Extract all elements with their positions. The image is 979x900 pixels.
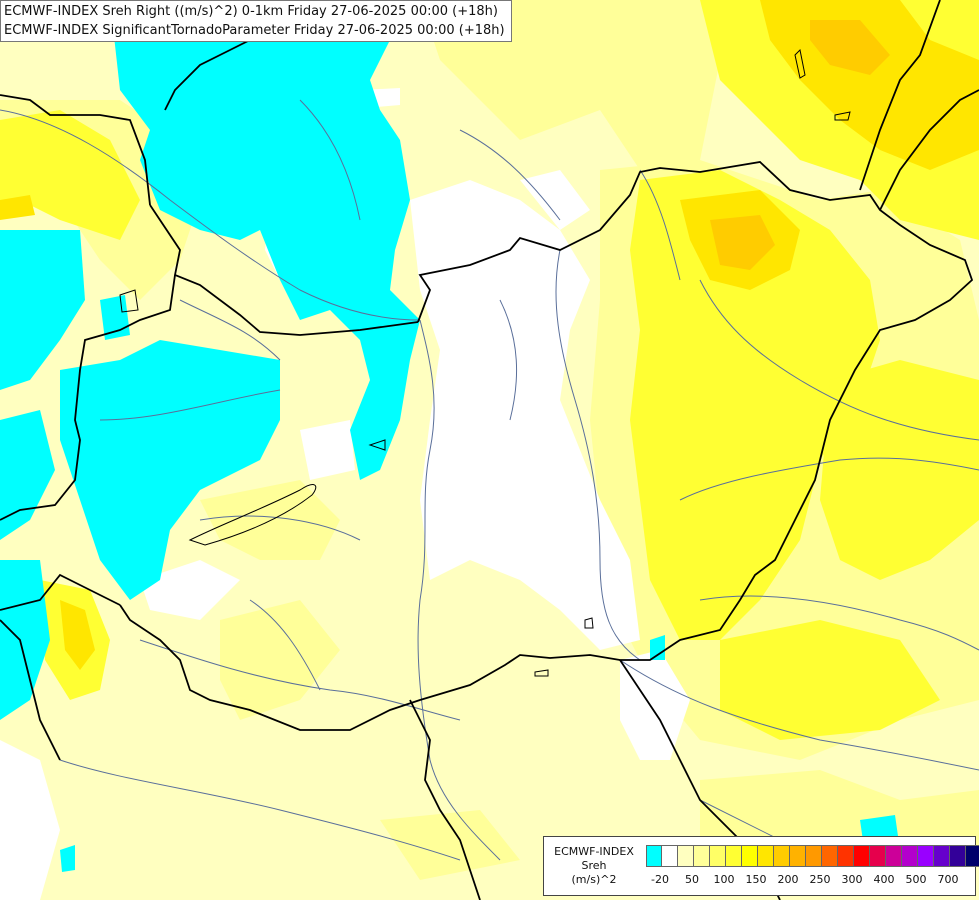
- legend-tick-label: 200: [777, 873, 799, 886]
- legend-swatch: [870, 846, 886, 866]
- slovenia-border: [0, 619, 61, 761]
- legend-ticks: -20 50 100 150 200 250 300 400 500 700: [646, 873, 976, 889]
- sreh-white-areas: [0, 88, 690, 900]
- lake-balaton: [188, 484, 317, 546]
- lakes: [119, 48, 851, 677]
- legend-swatch: [966, 846, 979, 866]
- legend-swatch: [726, 846, 742, 866]
- map-title-box: ECMWF-INDEX Sreh Right ((m/s)^2) 0-1km F…: [0, 0, 512, 42]
- legend-swatch: [918, 846, 934, 866]
- legend-tick-label: 50: [685, 873, 699, 886]
- legend-swatch: [758, 846, 774, 866]
- legend-swatch: [950, 846, 966, 866]
- serbia-border: [409, 699, 481, 900]
- legend-swatch: [710, 846, 726, 866]
- legend-swatch: [694, 846, 710, 866]
- legend-swatch: [838, 846, 854, 866]
- legend-tick-label: 500: [905, 873, 927, 886]
- legend-swatch: [934, 846, 950, 866]
- legend-swatch: [854, 846, 870, 866]
- legend-swatch: [902, 846, 918, 866]
- legend-label-variable: Sreh: [581, 859, 607, 872]
- legend-swatch: [646, 846, 662, 866]
- color-legend: ECMWF-INDEX Sreh (m/s)^2 -20 50 100 150 200 2…: [543, 836, 979, 896]
- legend-label-units: (m/s)^2: [571, 873, 617, 886]
- east-border: [879, 89, 979, 211]
- rivers: [0, 99, 979, 861]
- legend-tick-label: 400: [873, 873, 895, 886]
- sreh-cyan-areas: [0, 0, 900, 872]
- west-border: [0, 274, 176, 521]
- legend-tick-label: 100: [713, 873, 735, 886]
- legend-swatch: [886, 846, 902, 866]
- croatia-border: [0, 573, 121, 611]
- legend-tick-label: 700: [937, 873, 959, 886]
- title-line-sreh: ECMWF-INDEX Sreh Right ((m/s)^2) 0-1km F…: [4, 4, 498, 19]
- ukraine-border: [859, 0, 941, 191]
- title-line-stp: ECMWF-INDEX SignificantTornadoParameter …: [4, 23, 505, 38]
- legend-label: ECMWF-INDEX Sreh (m/s)^2: [544, 845, 644, 887]
- slovakia-border: [149, 204, 419, 336]
- legend-tick-label: 150: [745, 873, 767, 886]
- legend-swatch: [822, 846, 838, 866]
- legend-tick-label: 250: [809, 873, 831, 886]
- legend-swatch: [742, 846, 758, 866]
- legend-tick-label: 300: [841, 873, 863, 886]
- legend-swatch: [662, 846, 678, 866]
- legend-swatch: [806, 846, 822, 866]
- sreh-orange-areas: [710, 20, 890, 270]
- legend-swatch: [790, 846, 806, 866]
- legend-swatch: [678, 846, 694, 866]
- legend-tick-label: -20: [651, 873, 669, 886]
- austria-border: [0, 94, 151, 206]
- legend-color-bar: [646, 845, 979, 867]
- legend-label-model: ECMWF-INDEX: [554, 845, 634, 858]
- legend-swatch: [774, 846, 790, 866]
- hungary-border: [119, 161, 974, 731]
